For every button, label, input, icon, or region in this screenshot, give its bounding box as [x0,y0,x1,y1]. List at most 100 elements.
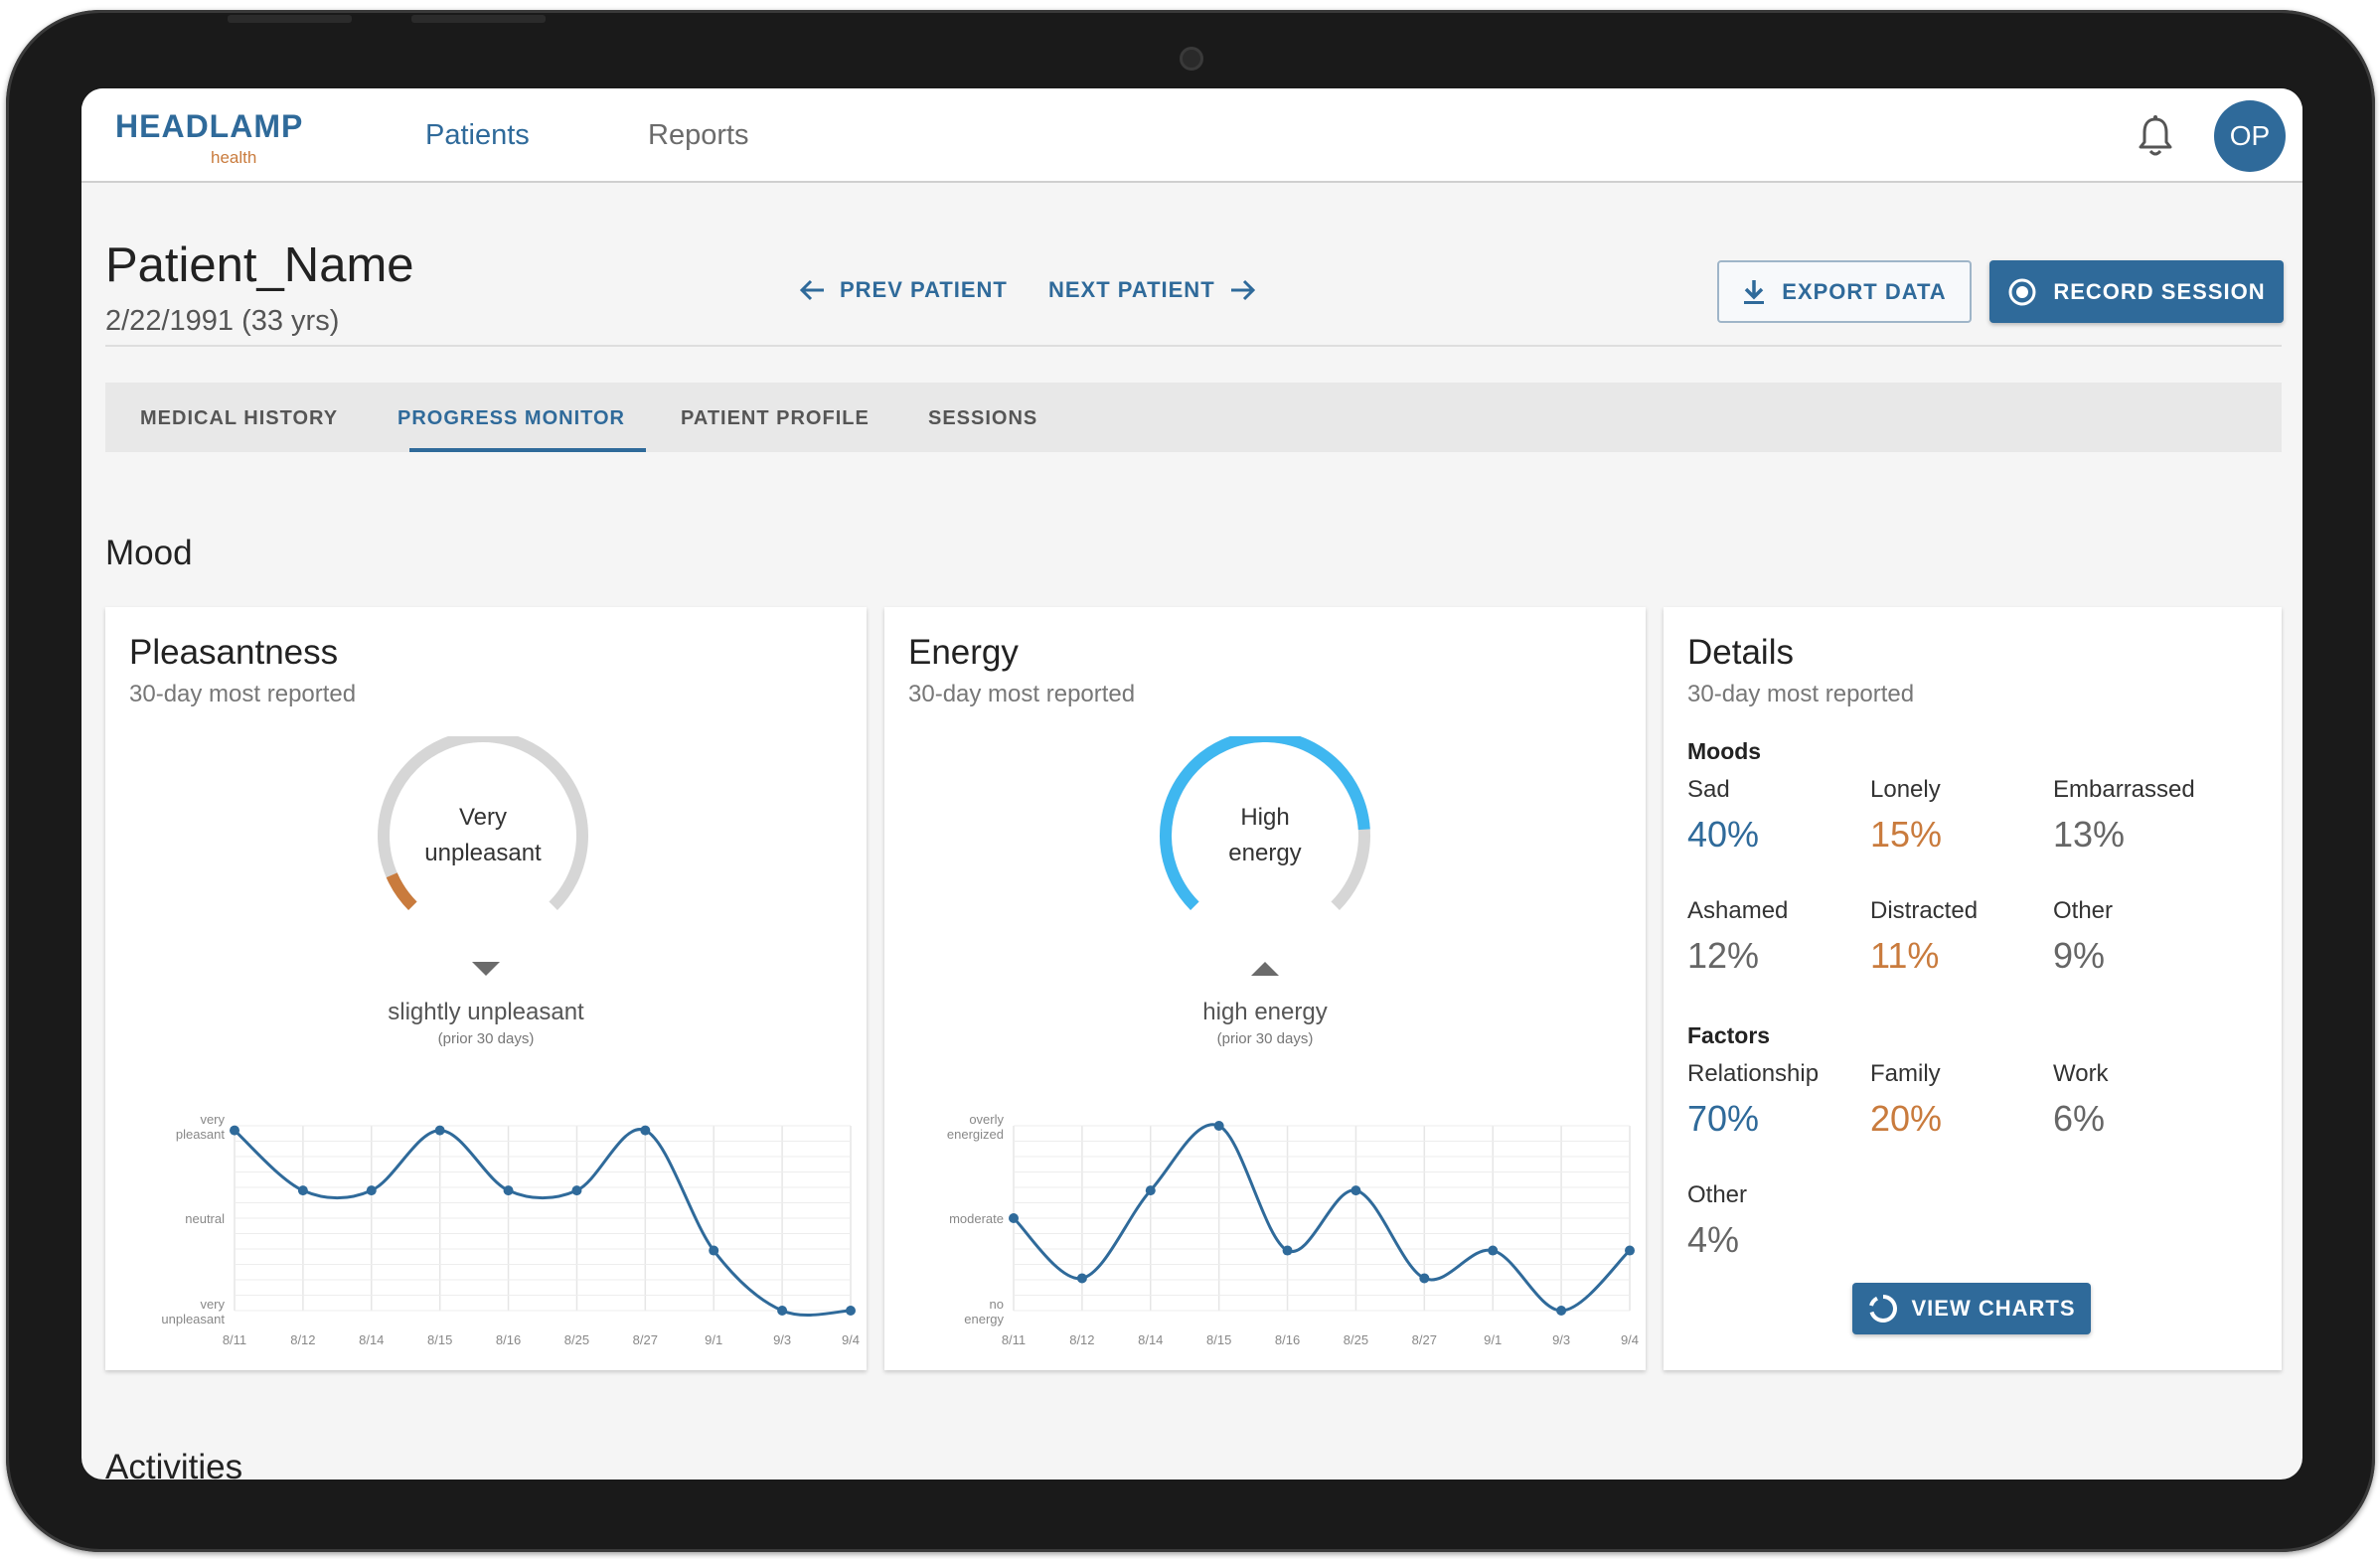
mood-label: Lonely [1870,776,1941,803]
tab-bar: MEDICAL HISTORY PROGRESS MONITOR PATIENT… [105,383,2282,452]
data-point [709,1245,719,1256]
export-data-label: EXPORT DATA [1782,278,1947,304]
x-tick-label: 8/12 [290,1332,315,1347]
factor-value: 20% [1870,1098,1943,1139]
record-session-button[interactable]: RECORD SESSION [1989,260,2284,323]
mood-value: 12% [1687,935,1760,976]
arrow-right-icon [1230,279,1255,301]
y-tick-label: energy [964,1312,1004,1326]
export-data-button[interactable]: EXPORT DATA [1717,260,1972,323]
arrow-left-icon [800,279,824,301]
x-tick-label: 9/4 [842,1332,860,1347]
user-avatar[interactable]: OP [2214,100,2286,172]
nav-reports[interactable]: Reports [648,119,749,151]
section-activities-title: Activities [105,1448,243,1480]
app-screen: HEADLAMP health Patients Reports OP Pati… [81,88,2302,1480]
x-tick-label: 8/11 [223,1332,246,1347]
factors-heading: Factors [1687,1022,1771,1048]
next-patient-label: NEXT PATIENT [1048,277,1215,302]
x-tick-label: 8/14 [359,1332,384,1347]
pleasantness-summary: slightly unpleasant [388,999,584,1025]
top-nav-bar: HEADLAMP health Patients Reports OP [81,88,2302,183]
card-subtitle: 30-day most reported [129,681,357,707]
gauge-label-line1: Very [458,804,508,831]
patient-dob: 2/22/1991 (33 yrs) [105,305,340,337]
mood-label: Sad [1687,776,1730,803]
card-subtitle: 30-day most reported [1687,681,1915,707]
gauge-label-line2: unpleasant [424,840,542,866]
factor-value: 70% [1687,1098,1760,1139]
next-patient-button[interactable]: NEXT PATIENT [1048,277,1255,303]
mood-value: 9% [2053,935,2106,976]
data-point [1282,1245,1293,1256]
energy-gauge: High energy [1151,730,1379,925]
x-tick-label: 8/15 [1206,1332,1231,1347]
tab-medical-history[interactable]: MEDICAL HISTORY [140,407,339,429]
camera-icon [1180,47,1203,71]
data-point [1556,1306,1567,1316]
x-tick-label: 8/25 [1344,1332,1368,1347]
energy-summary: high energy [1202,999,1328,1025]
gauge-label-line2: energy [1228,840,1302,866]
mood-value: 40% [1687,814,1760,855]
data-point [1488,1245,1499,1256]
trend-up-icon [884,957,1646,983]
data-point [846,1306,856,1316]
tab-progress-monitor[interactable]: PROGRESS MONITOR [397,407,625,429]
loading-circle-icon [1868,1295,1897,1323]
series-line [1012,1123,1632,1313]
record-icon [2008,278,2036,305]
data-point [1145,1185,1156,1196]
x-tick-label: 8/14 [1138,1332,1163,1347]
bell-icon[interactable] [2136,114,2175,158]
data-point [777,1306,788,1316]
pleasantness-card: Pleasantness 30-day most reported Very u… [105,607,867,1370]
x-tick-label: 8/25 [564,1332,589,1347]
patient-name: Patient_Name [105,238,414,292]
data-point [434,1125,445,1136]
headlamp-logo[interactable]: HEADLAMP health [115,108,303,167]
card-subtitle: 30-day most reported [908,681,1136,707]
prev-patient-label: PREV PATIENT [840,277,1008,302]
view-charts-label: VIEW CHARTS [1911,1296,2076,1321]
tab-sessions[interactable]: SESSIONS [928,407,1038,429]
x-tick-label: 9/3 [1552,1332,1570,1347]
section-mood-title: Mood [105,534,193,572]
record-session-label: RECORD SESSION [2053,278,2266,304]
nav-patients[interactable]: Patients [425,119,530,151]
tab-patient-profile[interactable]: PATIENT PROFILE [681,407,870,429]
y-tick-label: neutral [185,1211,225,1226]
x-tick-label: 8/16 [496,1332,521,1347]
view-charts-button[interactable]: VIEW CHARTS [1852,1283,2091,1334]
x-tick-label: 9/4 [1621,1332,1639,1347]
factor-value: 4% [1687,1219,1740,1260]
gauge-ring [1160,730,1370,910]
energy-card: Energy 30-day most reported High energy … [884,607,1646,1370]
mood-value: 13% [2053,814,2126,855]
data-point [640,1125,651,1136]
moods-heading: Moods [1687,738,1762,764]
y-tick-label: no [990,1297,1004,1312]
data-point [1625,1245,1635,1256]
data-point [1213,1121,1224,1131]
mood-label: Ashamed [1687,897,1789,924]
data-point [1009,1213,1019,1223]
x-tick-label: 8/12 [1069,1332,1094,1347]
data-point [1419,1273,1430,1284]
details-card: Details 30-day most reported Moods Sad 4… [1664,607,2282,1370]
y-tick-label: energized [947,1127,1004,1142]
data-point [297,1185,308,1196]
factor-label: Relationship [1687,1060,1820,1087]
energy-summary-period: (prior 30 days) [1216,1030,1314,1047]
factor-label: Other [1687,1181,1748,1208]
prev-patient-button[interactable]: PREV PATIENT [800,277,1008,303]
pleasantness-gauge: Very unpleasant [369,730,597,925]
mood-value: 11% [1870,935,1940,976]
logo-subtitle: health [211,148,257,167]
data-point [1076,1273,1087,1284]
gauge-ring [378,730,588,910]
trend-down-icon [105,957,867,983]
series-line [234,1128,852,1317]
x-tick-label: 9/1 [1484,1332,1502,1347]
